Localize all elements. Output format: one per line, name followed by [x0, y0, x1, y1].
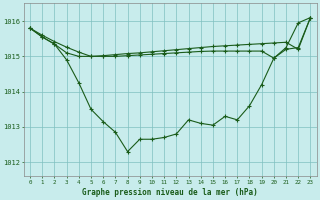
X-axis label: Graphe pression niveau de la mer (hPa): Graphe pression niveau de la mer (hPa) — [82, 188, 258, 197]
